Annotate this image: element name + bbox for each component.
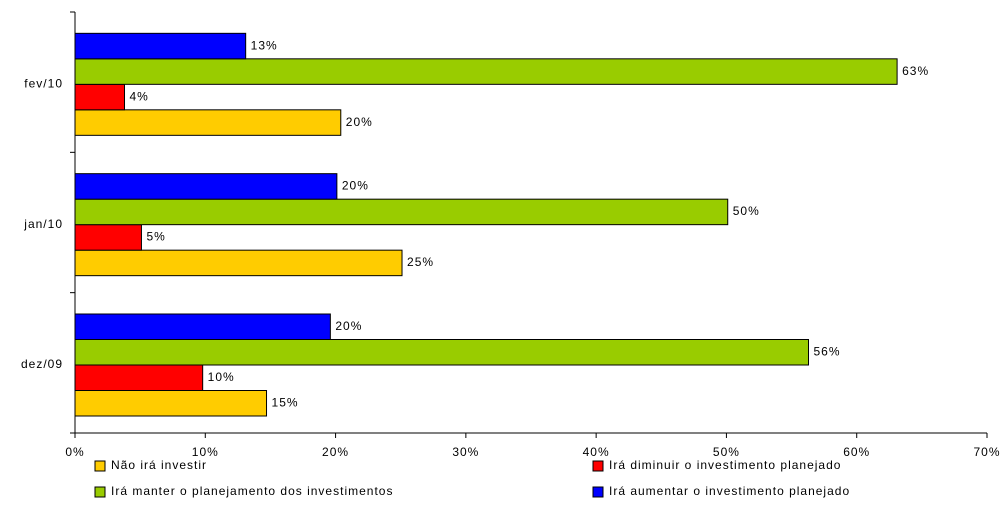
bar: [74, 313, 331, 340]
value-label: 13%: [251, 38, 278, 52]
value-label: 50%: [733, 204, 760, 218]
bar: [74, 58, 898, 85]
x-tick-label: 10%: [192, 445, 219, 459]
value-label: 63%: [902, 64, 929, 78]
y-tick-label: jan/10: [23, 217, 63, 231]
bar: [74, 339, 810, 366]
legend-label: Não irá investir: [111, 458, 207, 472]
value-label: 20%: [346, 115, 373, 129]
value-label: 4%: [130, 89, 149, 103]
x-tick-label: 40%: [583, 445, 610, 459]
value-label: 10%: [208, 370, 235, 384]
bar: [74, 390, 268, 417]
legend-swatch: [94, 460, 106, 472]
bar: [74, 32, 247, 60]
bar: [74, 198, 729, 226]
bar: [74, 173, 338, 200]
legend-swatch: [592, 460, 604, 472]
value-label: 20%: [335, 319, 362, 333]
bar: [74, 109, 342, 136]
bar: [74, 83, 126, 111]
value-label: 5%: [146, 230, 165, 244]
legend-label: Irá aumentar o investimento planejado: [609, 484, 850, 498]
bar: [74, 249, 403, 277]
value-label: 15%: [272, 395, 299, 409]
legend-label: Irá diminuir o investimento planejado: [609, 458, 841, 472]
legend-swatch: [592, 486, 604, 498]
x-tick-label: 60%: [843, 445, 870, 459]
value-label: 20%: [342, 179, 369, 193]
y-tick-label: dez/09: [21, 357, 63, 371]
x-tick-label: 20%: [322, 445, 349, 459]
legend-label: Irá manter o planejamento dos investimen…: [111, 484, 393, 498]
bar: [74, 224, 142, 251]
bar: [74, 364, 204, 391]
y-tick-label: fev/10: [24, 77, 63, 91]
x-tick-label: 30%: [452, 445, 479, 459]
x-tick-label: 70%: [973, 445, 1000, 459]
x-tick-label: 0%: [65, 445, 84, 459]
value-label: 25%: [407, 255, 434, 269]
legend-swatch: [94, 486, 106, 498]
x-tick-label: 50%: [713, 445, 740, 459]
value-label: 56%: [814, 344, 841, 358]
